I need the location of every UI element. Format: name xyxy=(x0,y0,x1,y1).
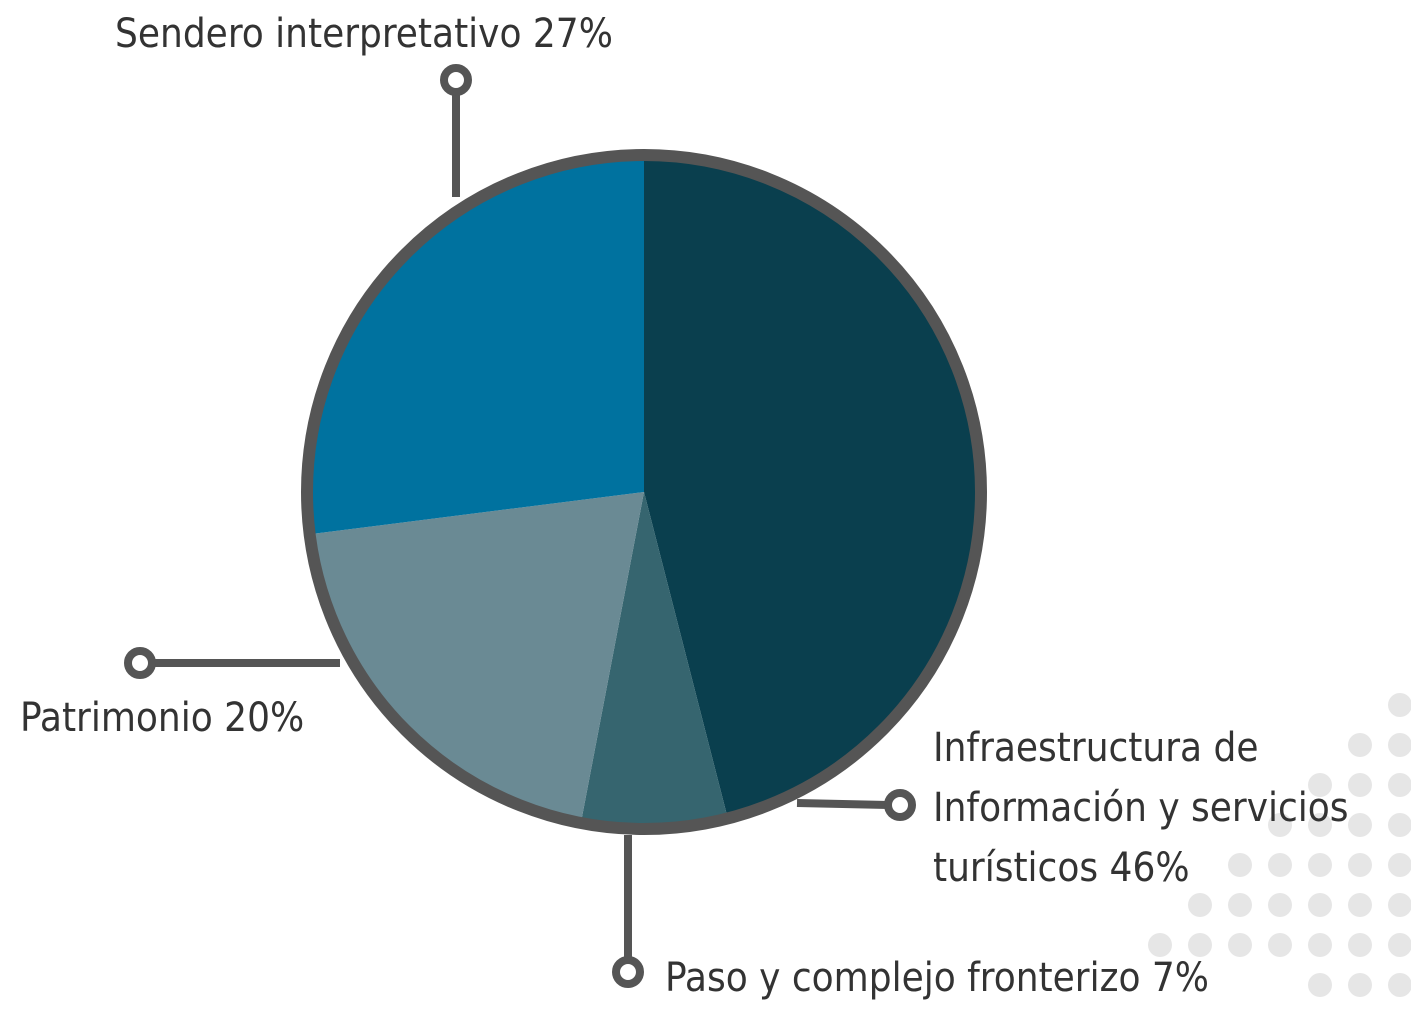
leader-dot xyxy=(124,647,156,679)
pie-slice xyxy=(580,492,728,829)
label-value: 20% xyxy=(224,695,305,741)
slice-label: Sendero interpretativo 27% xyxy=(115,4,613,64)
label-value: 7% xyxy=(1151,955,1209,1001)
pie-slice xyxy=(644,155,981,819)
leader-dot xyxy=(440,64,472,96)
slice-label: Paso y complejo fronterizo 7% xyxy=(665,948,1209,1008)
pie-slice xyxy=(309,492,644,824)
label-name: Paso y complejo fronterizo xyxy=(665,955,1141,1001)
label-name: Patrimonio xyxy=(20,695,213,741)
label-value: 46% xyxy=(1109,845,1190,891)
leader-dot xyxy=(612,956,644,988)
label-value: 27% xyxy=(532,11,613,57)
pie xyxy=(306,155,981,829)
leader-line xyxy=(796,799,889,809)
label-name: Sendero interpretativo xyxy=(115,11,522,57)
dot-pattern xyxy=(1148,693,1411,997)
label-name: Infraestructura de Información y servici… xyxy=(933,725,1349,891)
leader-dot xyxy=(884,789,916,821)
pie-slice xyxy=(306,155,644,535)
leaders xyxy=(124,64,916,988)
slice-label: Infraestructura de Información y servici… xyxy=(933,718,1403,898)
slice-label: Patrimonio 20% xyxy=(20,688,304,748)
pie-rim xyxy=(301,149,987,835)
